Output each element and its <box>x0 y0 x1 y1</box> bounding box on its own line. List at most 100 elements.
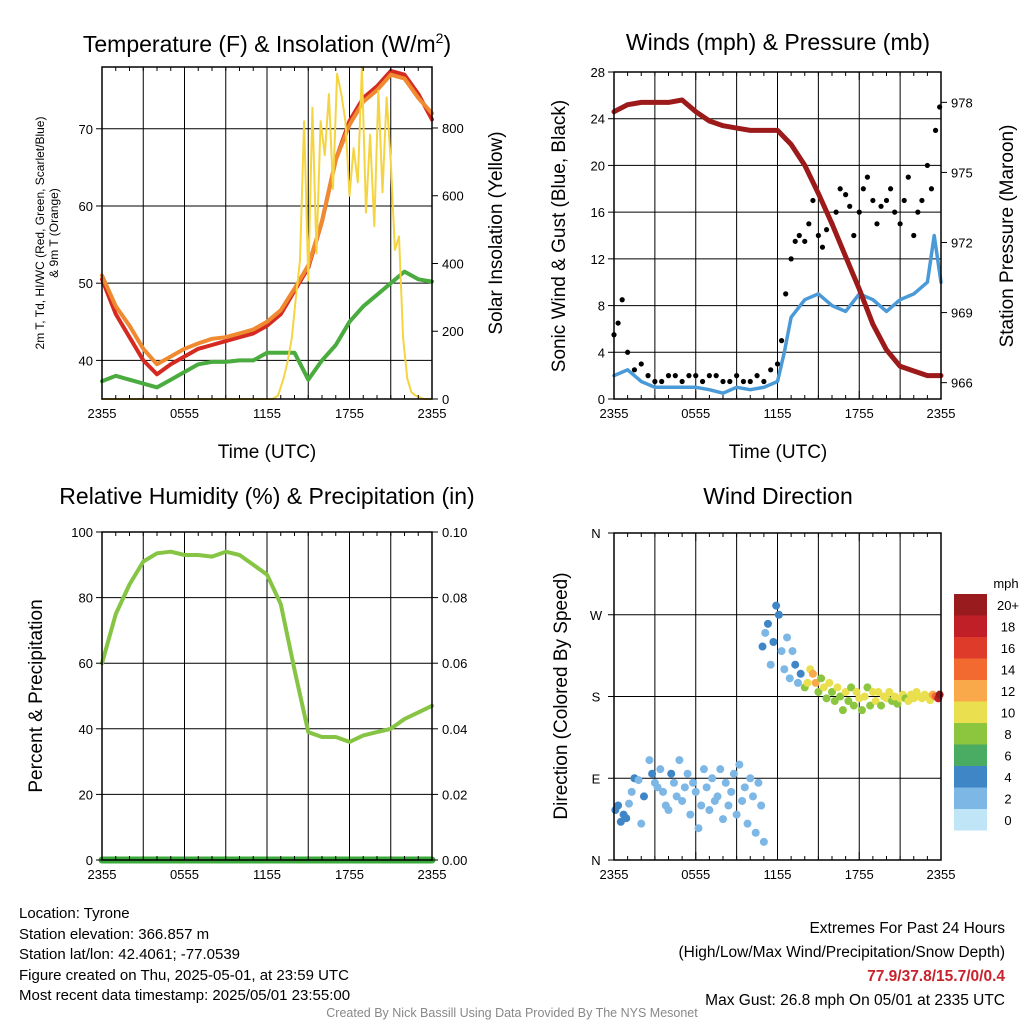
y-tick-label: E <box>592 771 601 786</box>
colorbar-label: 12 <box>1001 684 1015 699</box>
direction-point <box>759 837 768 846</box>
y-tick-label: W <box>590 608 603 623</box>
speed-colorbar: mph 20+ 18 16 14 12 10 8 6 4 2 0 <box>954 576 1019 831</box>
winds-panel: Winds (mph) & Pressure (mb) 2355 0555 1155… <box>549 29 1018 463</box>
y2-tick-label: 800 <box>442 121 464 136</box>
location-text: Location: Tyrone <box>19 905 130 922</box>
direction-point <box>860 692 869 701</box>
direction-point <box>634 776 643 785</box>
gust-point <box>856 209 862 215</box>
direction-point <box>732 810 741 819</box>
gust-point <box>810 197 816 204</box>
x-tick-label: 2355 <box>600 406 629 421</box>
direction-point <box>833 683 842 692</box>
direction-point <box>669 778 678 787</box>
gust-point <box>788 256 794 262</box>
colorbar-swatch <box>954 594 987 616</box>
gust-point <box>905 174 911 180</box>
gust-point <box>659 378 665 385</box>
gust-point <box>802 238 808 244</box>
direction-point <box>748 792 757 801</box>
x-tick-label: 0555 <box>170 406 199 421</box>
x-tick-label: 1155 <box>764 867 792 882</box>
direction-point <box>847 683 856 692</box>
y2-tick-label: 0.10 <box>442 525 467 540</box>
direction-point <box>763 619 772 628</box>
x-tick-label: 1755 <box>845 867 874 882</box>
x-tick-label: 2355 <box>927 867 956 882</box>
wind-ylabel: Sonic Wind & Gust (Blue, Black) <box>549 100 570 372</box>
humidity-panel: Relative Humidity (%) & Precipitation (i… <box>26 483 475 882</box>
y-tick-label: 0 <box>598 392 605 407</box>
direction-point <box>664 806 673 815</box>
direction-point <box>746 774 755 783</box>
x-tick-label: 2355 <box>927 406 956 421</box>
direction-point <box>811 678 820 687</box>
direction-point <box>863 683 872 692</box>
direction-point <box>702 783 711 792</box>
humidity-ylabel: Percent & Precipitation <box>26 599 47 792</box>
colorbar-swatch <box>954 809 987 831</box>
direction-point <box>653 783 662 792</box>
x-tick-label: 1755 <box>335 406 364 421</box>
gust-point <box>665 373 672 379</box>
extremes-subtitle: (High/Low/Max Wind/Precipitation/Snow De… <box>678 944 1006 961</box>
direction-point <box>727 787 736 796</box>
gust-point <box>774 361 781 367</box>
wind-direction-ylabel: Direction (Colored By Speed) <box>551 572 572 819</box>
gust-point <box>932 127 939 133</box>
direction-point <box>667 769 676 778</box>
direction-point <box>691 787 700 796</box>
y-tick-label: 80 <box>79 591 93 606</box>
gust-point <box>672 373 678 379</box>
direction-point <box>844 697 853 706</box>
y2-tick-label: 200 <box>442 324 464 339</box>
temperature-ylabel-line2: & 9m T (Orange) <box>47 188 61 278</box>
direction-point <box>675 756 684 765</box>
x-tick-label: 1155 <box>253 867 281 882</box>
y-tick-label: 0 <box>86 853 93 868</box>
y-tick-label: 4 <box>598 345 605 360</box>
gust-point <box>706 373 712 379</box>
direction-point <box>772 601 781 610</box>
y-tick-label: 60 <box>79 199 93 214</box>
gust-point <box>851 232 857 239</box>
y-tick-label: 16 <box>591 205 605 220</box>
rh-line <box>100 549 434 744</box>
y2-tick-label: 0.04 <box>442 722 467 737</box>
y2-tick-label: 0.08 <box>442 591 467 606</box>
colorbar-label: 6 <box>1004 749 1011 764</box>
gust-point <box>734 373 740 379</box>
colorbar-label: 14 <box>1001 663 1015 678</box>
direction-point <box>825 678 834 687</box>
gust-point <box>619 297 625 303</box>
direction-point <box>793 678 802 687</box>
direction-point <box>656 765 665 774</box>
gust-point <box>740 378 747 385</box>
direction-point <box>796 669 805 678</box>
y-tick-label: 40 <box>79 722 93 737</box>
direction-point <box>852 687 861 696</box>
x-tick-label: 0555 <box>681 867 710 882</box>
y2-tick-label: 966 <box>951 376 973 391</box>
direction-point <box>719 815 727 824</box>
direction-point <box>836 692 845 701</box>
9m-t-line <box>100 72 434 367</box>
gust-point <box>754 373 760 379</box>
y-tick-label: 60 <box>79 656 93 671</box>
direction-point <box>877 701 886 710</box>
y-tick-label: 100 <box>71 525 93 540</box>
direction-point <box>757 801 766 810</box>
insolation-line <box>101 66 433 400</box>
x-tick-label: 2355 <box>88 867 117 882</box>
gust-point <box>843 192 849 198</box>
insolation-ylabel: Solar Insolation (Yellow) <box>486 131 507 334</box>
direction-point <box>788 647 797 656</box>
colorbar-label: 10 <box>1001 706 1015 721</box>
direction-point <box>716 765 725 774</box>
direction-point <box>780 665 789 674</box>
gust-point <box>625 349 631 355</box>
direction-point <box>697 801 706 810</box>
direction-point <box>694 824 703 833</box>
wind-direction-title: Wind Direction <box>703 483 853 509</box>
